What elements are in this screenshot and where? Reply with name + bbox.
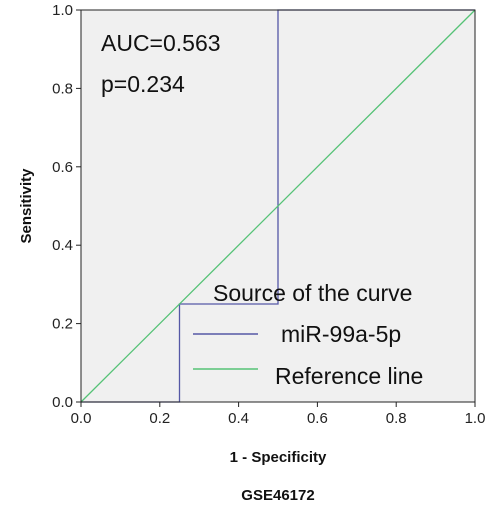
y-tick-label: 0.0 xyxy=(52,394,73,411)
y-tick-label: 1.0 xyxy=(52,2,73,19)
x-tick-label: 0.4 xyxy=(228,410,249,427)
x-axis-title: 1 - Specificity xyxy=(230,449,327,466)
auc-annotation: AUC=0.563 xyxy=(101,30,221,56)
x-tick-label: 0.0 xyxy=(71,410,92,427)
y-tick-label: 0.8 xyxy=(52,80,73,97)
y-tick-label: 0.4 xyxy=(52,237,73,254)
y-tick-label: 0.2 xyxy=(52,316,73,333)
x-axis: 0.0 0.2 0.4 0.6 0.8 1.0 xyxy=(71,402,486,427)
x-tick-label: 0.6 xyxy=(307,410,328,427)
legend-label-mir-99a-5p: miR-99a-5p xyxy=(281,321,401,347)
legend: Source of the curve miR-99a-5p Reference… xyxy=(193,280,423,389)
plot-frame xyxy=(80,9,476,403)
y-tick-label: 0.6 xyxy=(52,159,73,176)
series-line-reference-line xyxy=(80,9,476,403)
x-tick-label: 0.2 xyxy=(149,410,170,427)
p-value-annotation: p=0.234 xyxy=(101,71,185,97)
legend-label-reference-line: Reference line xyxy=(275,363,423,389)
chart-caption: GSE46172 xyxy=(241,487,314,504)
x-tick-label: 0.8 xyxy=(386,410,407,427)
x-tick-label: 1.0 xyxy=(465,410,486,427)
y-axis: 0.0 0.2 0.4 0.6 0.8 1.0 xyxy=(52,2,81,411)
legend-title: Source of the curve xyxy=(213,280,412,306)
y-axis-title: Sensitivity xyxy=(18,168,35,244)
